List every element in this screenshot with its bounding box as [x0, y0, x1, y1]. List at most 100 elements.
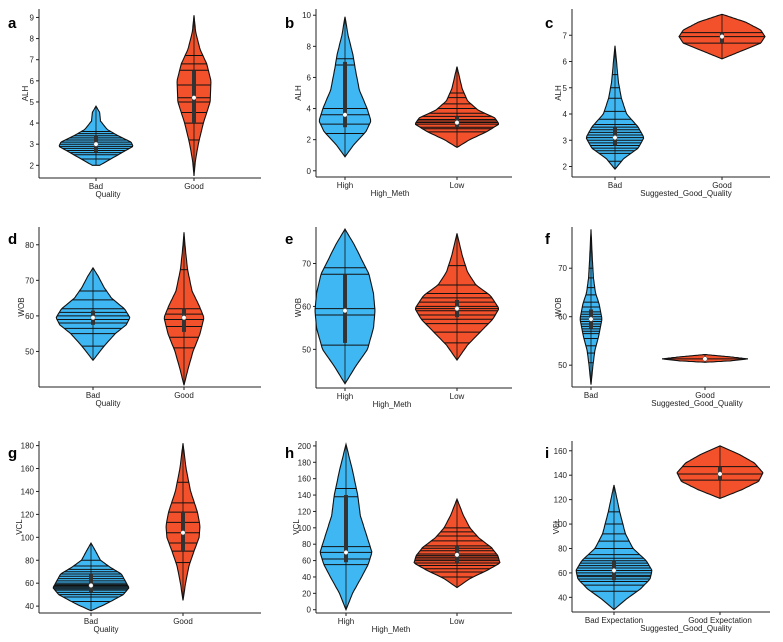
y-tick-label: 7 [563, 31, 568, 40]
median-dot [588, 316, 594, 322]
y-tick-label: 40 [558, 593, 567, 602]
y-tick-label: 60 [25, 312, 34, 321]
violin-good [662, 353, 748, 363]
y-tick-label: 6 [563, 58, 568, 67]
y-axis-title: WOB [17, 297, 26, 316]
y-tick-label: 120 [554, 496, 568, 505]
x-tick-label: Good [695, 391, 715, 400]
y-axis-title: ALH [554, 85, 563, 101]
x-tick-label: High [337, 392, 353, 401]
y-axis-title: WOB [294, 298, 303, 317]
y-tick-label: 100 [21, 533, 35, 542]
panel-letter: e [285, 231, 293, 248]
y-tick-label: 40 [25, 602, 34, 611]
y-tick-label: 120 [298, 507, 312, 516]
y-tick-label: 160 [21, 465, 35, 474]
y-tick-label: 9 [30, 13, 35, 22]
panel-d: 50 60 70 80 WOB d Bad Good Quality [8, 227, 261, 408]
x-tick-label: Low [450, 617, 465, 626]
violin-bad [579, 229, 603, 385]
iqr-box [343, 61, 347, 128]
y-tick-label: 5 [30, 98, 35, 107]
median-dot [181, 315, 187, 321]
y-tick-label: 4 [30, 119, 35, 128]
x-axis-title: Quality [96, 190, 121, 199]
x-axis-title: Quality [94, 625, 119, 634]
y-axis-title: WOB [554, 297, 563, 316]
y-tick-label: 50 [25, 347, 34, 356]
panel-letter: d [8, 231, 17, 248]
y-tick-label: 0 [307, 167, 312, 176]
x-axis-title: High_Meth [373, 400, 412, 409]
x-tick-label: Low [450, 392, 465, 401]
x-tick-label: Bad [584, 391, 598, 400]
y-axis-title: VCL [15, 519, 24, 535]
panel-e: 50 60 70 WOB e High Low High_Meth [285, 227, 512, 409]
y-tick-label: 60 [558, 313, 567, 322]
median-dot [88, 583, 94, 588]
violin-bad-expectation [575, 484, 653, 611]
y-tick-label: 0 [307, 606, 312, 615]
y-tick-label: 3 [563, 136, 568, 145]
y-tick-label: 140 [298, 491, 312, 500]
y-tick-label: 180 [298, 458, 312, 467]
y-axis-title: ALH [21, 85, 30, 101]
y-tick-label: 80 [25, 241, 34, 250]
panel-b: 0 2 4 6 8 10 ALH b High Low High_Meth [285, 9, 512, 198]
panel-letter: b [285, 15, 294, 32]
y-tick-label: 5 [563, 84, 568, 93]
median-dot [702, 356, 708, 362]
median-dot [342, 112, 348, 118]
violin-high [314, 227, 376, 385]
y-tick-label: 50 [558, 361, 567, 370]
y-tick-label: 60 [302, 302, 311, 311]
y-tick-label: 160 [554, 447, 568, 456]
panel-letter: h [285, 445, 294, 462]
panel-letter: i [545, 445, 549, 462]
x-tick-label: Low [450, 181, 465, 190]
y-tick-label: 8 [30, 35, 35, 44]
y-tick-label: 200 [298, 442, 312, 451]
x-tick-label: High [337, 181, 353, 190]
median-dot [93, 141, 99, 147]
violin-bad [585, 45, 645, 170]
y-tick-label: 6 [307, 73, 312, 82]
y-tick-label: 70 [302, 259, 311, 268]
median-dot [342, 308, 348, 314]
violin-high [318, 16, 372, 158]
x-axis-title: High_Meth [371, 189, 410, 198]
y-tick-label: 10 [302, 11, 311, 20]
panel-a: 2 3 4 5 6 7 8 9 ALH a Bad Good Quality [8, 9, 261, 199]
panel-letter: c [545, 15, 553, 32]
x-tick-label: Bad [89, 182, 103, 191]
median-dot [343, 549, 349, 555]
violin-good-expectation [676, 445, 764, 499]
violin-good [678, 13, 766, 60]
y-tick-label: 40 [302, 573, 311, 582]
y-tick-label: 4 [563, 110, 568, 119]
y-tick-label: 6 [30, 77, 35, 86]
median-dot [191, 95, 197, 101]
x-tick-label: Good [173, 617, 193, 626]
y-axis-title: VCL [292, 519, 301, 535]
violin-good [163, 232, 205, 386]
y-tick-label: 2 [307, 136, 312, 145]
y-tick-label: 4 [307, 105, 312, 114]
violin-good [176, 15, 212, 176]
panel-h: 0 20 40 60 80 100 120 140 160 180 200 VCL h High Low Hi… [285, 441, 512, 634]
x-axis-title: Quality [96, 399, 121, 408]
median-dot [454, 120, 460, 125]
y-tick-label: 70 [25, 276, 34, 285]
violin-low [413, 497, 501, 589]
y-tick-label: 80 [302, 540, 311, 549]
iqr-box [344, 495, 348, 563]
y-tick-label: 100 [298, 524, 312, 533]
median-dot [454, 552, 460, 558]
panel-i: 40 60 80 100 120 140 160 VCL i Bad Expectation Goo… [545, 441, 770, 633]
panel-letter: a [8, 15, 17, 32]
x-tick-label: Bad [608, 181, 622, 190]
y-tick-label: 100 [554, 520, 568, 529]
